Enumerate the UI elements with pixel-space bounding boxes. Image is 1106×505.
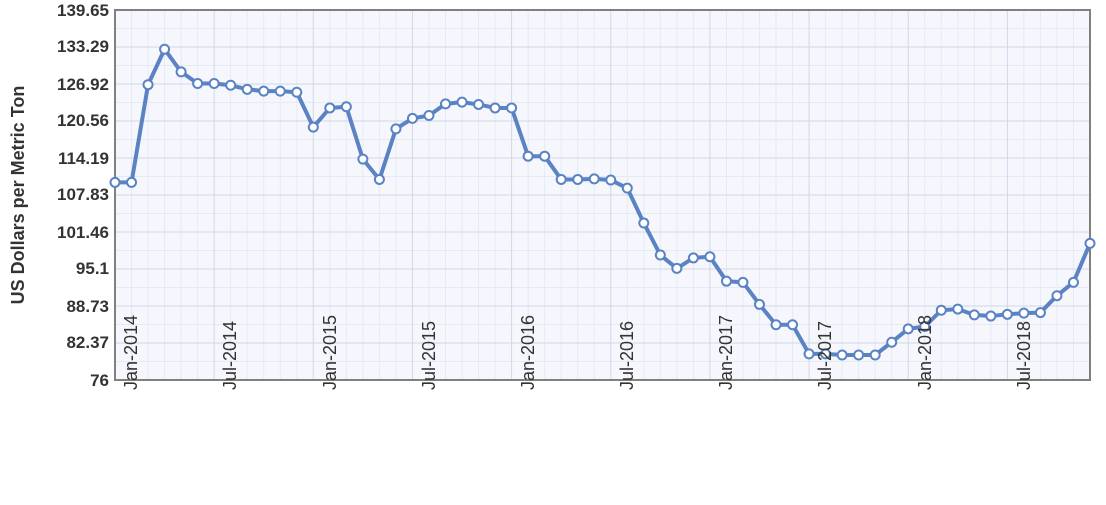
y-tick-label: 114.19 (58, 149, 109, 169)
data-point (639, 219, 648, 228)
data-point (309, 123, 318, 132)
data-point (871, 351, 880, 360)
data-point (1019, 309, 1028, 318)
data-point (524, 152, 533, 161)
data-point (1003, 310, 1012, 319)
y-tick-label: 76 (90, 371, 109, 391)
data-point (474, 100, 483, 109)
x-tick-label: Jan-2017 (716, 315, 737, 390)
data-point (540, 152, 549, 161)
data-point (144, 80, 153, 89)
price-line-chart: US Dollars per Metric Ton 7682.3788.7395… (0, 0, 1106, 505)
data-point (259, 87, 268, 96)
y-tick-label: 120.56 (57, 111, 109, 131)
data-point (441, 99, 450, 108)
data-point (606, 176, 615, 185)
data-point (623, 184, 632, 193)
data-point (127, 178, 136, 187)
data-point (557, 175, 566, 184)
data-point (887, 338, 896, 347)
data-point (111, 178, 120, 187)
data-point (458, 98, 467, 107)
data-point (177, 67, 186, 76)
data-point (755, 300, 764, 309)
data-point (375, 175, 384, 184)
x-tick-label: Jul-2015 (419, 321, 440, 390)
data-point (937, 306, 946, 315)
x-tick-label: Jan-2015 (320, 315, 341, 390)
data-point (160, 45, 169, 54)
data-point (656, 251, 665, 260)
data-point (1086, 239, 1095, 248)
data-point (358, 155, 367, 164)
data-point (1052, 291, 1061, 300)
x-tick-label: Jul-2018 (1014, 321, 1035, 390)
data-point (573, 175, 582, 184)
x-tick-label: Jul-2017 (815, 321, 836, 390)
data-point (193, 79, 202, 88)
data-point (590, 174, 599, 183)
data-point (342, 102, 351, 111)
y-tick-label: 82.37 (66, 333, 109, 353)
data-point (854, 351, 863, 360)
data-point (1069, 278, 1078, 287)
data-point (986, 312, 995, 321)
data-point (276, 87, 285, 96)
data-point (424, 111, 433, 120)
y-tick-label: 133.29 (57, 37, 109, 57)
data-point (325, 103, 334, 112)
data-point (722, 277, 731, 286)
y-tick-label: 107.83 (57, 185, 109, 205)
data-point (210, 79, 219, 88)
data-point (391, 124, 400, 133)
data-point (226, 81, 235, 90)
x-tick-label: Jan-2014 (121, 315, 142, 390)
data-point (292, 88, 301, 97)
data-point (705, 252, 714, 261)
data-point (838, 351, 847, 360)
data-point (243, 85, 252, 94)
y-tick-label: 101.46 (57, 223, 109, 243)
data-point (689, 253, 698, 262)
x-tick-label: Jul-2014 (220, 321, 241, 390)
data-point (772, 320, 781, 329)
data-point (491, 103, 500, 112)
data-point (672, 264, 681, 273)
y-tick-label: 88.73 (66, 297, 109, 317)
data-point (507, 103, 516, 112)
y-tick-label: 95.1 (76, 259, 109, 279)
data-point (408, 114, 417, 123)
x-tick-label: Jan-2016 (518, 315, 539, 390)
data-point (970, 310, 979, 319)
data-point (953, 305, 962, 314)
x-tick-label: Jan-2018 (915, 315, 936, 390)
data-point (904, 324, 913, 333)
data-point (1036, 308, 1045, 317)
y-tick-label: 126.92 (57, 75, 109, 95)
plot-svg (0, 0, 1106, 505)
y-tick-label: 139.65 (57, 1, 109, 21)
data-point (738, 278, 747, 287)
x-tick-label: Jul-2016 (617, 321, 638, 390)
data-point (788, 320, 797, 329)
data-point (805, 349, 814, 358)
